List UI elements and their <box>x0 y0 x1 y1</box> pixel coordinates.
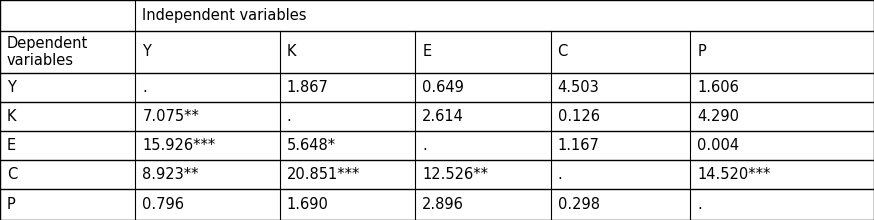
Text: 8.923**: 8.923** <box>142 167 199 182</box>
Text: 4.503: 4.503 <box>558 80 600 95</box>
Text: 15.926***: 15.926*** <box>142 138 216 153</box>
Text: Independent variables: Independent variables <box>142 8 307 23</box>
Text: 0.126: 0.126 <box>558 109 600 124</box>
Text: E: E <box>7 138 16 153</box>
Text: Y: Y <box>142 44 151 59</box>
Text: K: K <box>287 44 296 59</box>
Text: 14.520***: 14.520*** <box>697 167 771 182</box>
Text: 20.851***: 20.851*** <box>287 167 360 182</box>
Text: 0.004: 0.004 <box>697 138 739 153</box>
Text: E: E <box>422 44 431 59</box>
Text: 1.867: 1.867 <box>287 80 329 95</box>
Text: Dependent
variables: Dependent variables <box>7 35 88 68</box>
Text: C: C <box>7 167 17 182</box>
Text: 2.896: 2.896 <box>422 197 464 212</box>
Text: 4.290: 4.290 <box>697 109 739 124</box>
Text: C: C <box>558 44 568 59</box>
Text: 5.648*: 5.648* <box>287 138 336 153</box>
Text: 0.649: 0.649 <box>422 80 464 95</box>
Text: K: K <box>7 109 17 124</box>
Text: 7.075**: 7.075** <box>142 109 199 124</box>
Text: .: . <box>142 80 147 95</box>
Text: .: . <box>558 167 562 182</box>
Text: .: . <box>422 138 427 153</box>
Text: Y: Y <box>7 80 16 95</box>
Text: P: P <box>697 44 706 59</box>
Text: 0.298: 0.298 <box>558 197 600 212</box>
Text: 1.167: 1.167 <box>558 138 600 153</box>
Text: 1.690: 1.690 <box>287 197 329 212</box>
Text: .: . <box>287 109 291 124</box>
Text: 0.796: 0.796 <box>142 197 184 212</box>
Text: 12.526**: 12.526** <box>422 167 489 182</box>
Text: P: P <box>7 197 16 212</box>
Text: 2.614: 2.614 <box>422 109 464 124</box>
Text: 1.606: 1.606 <box>697 80 739 95</box>
Text: .: . <box>697 197 702 212</box>
